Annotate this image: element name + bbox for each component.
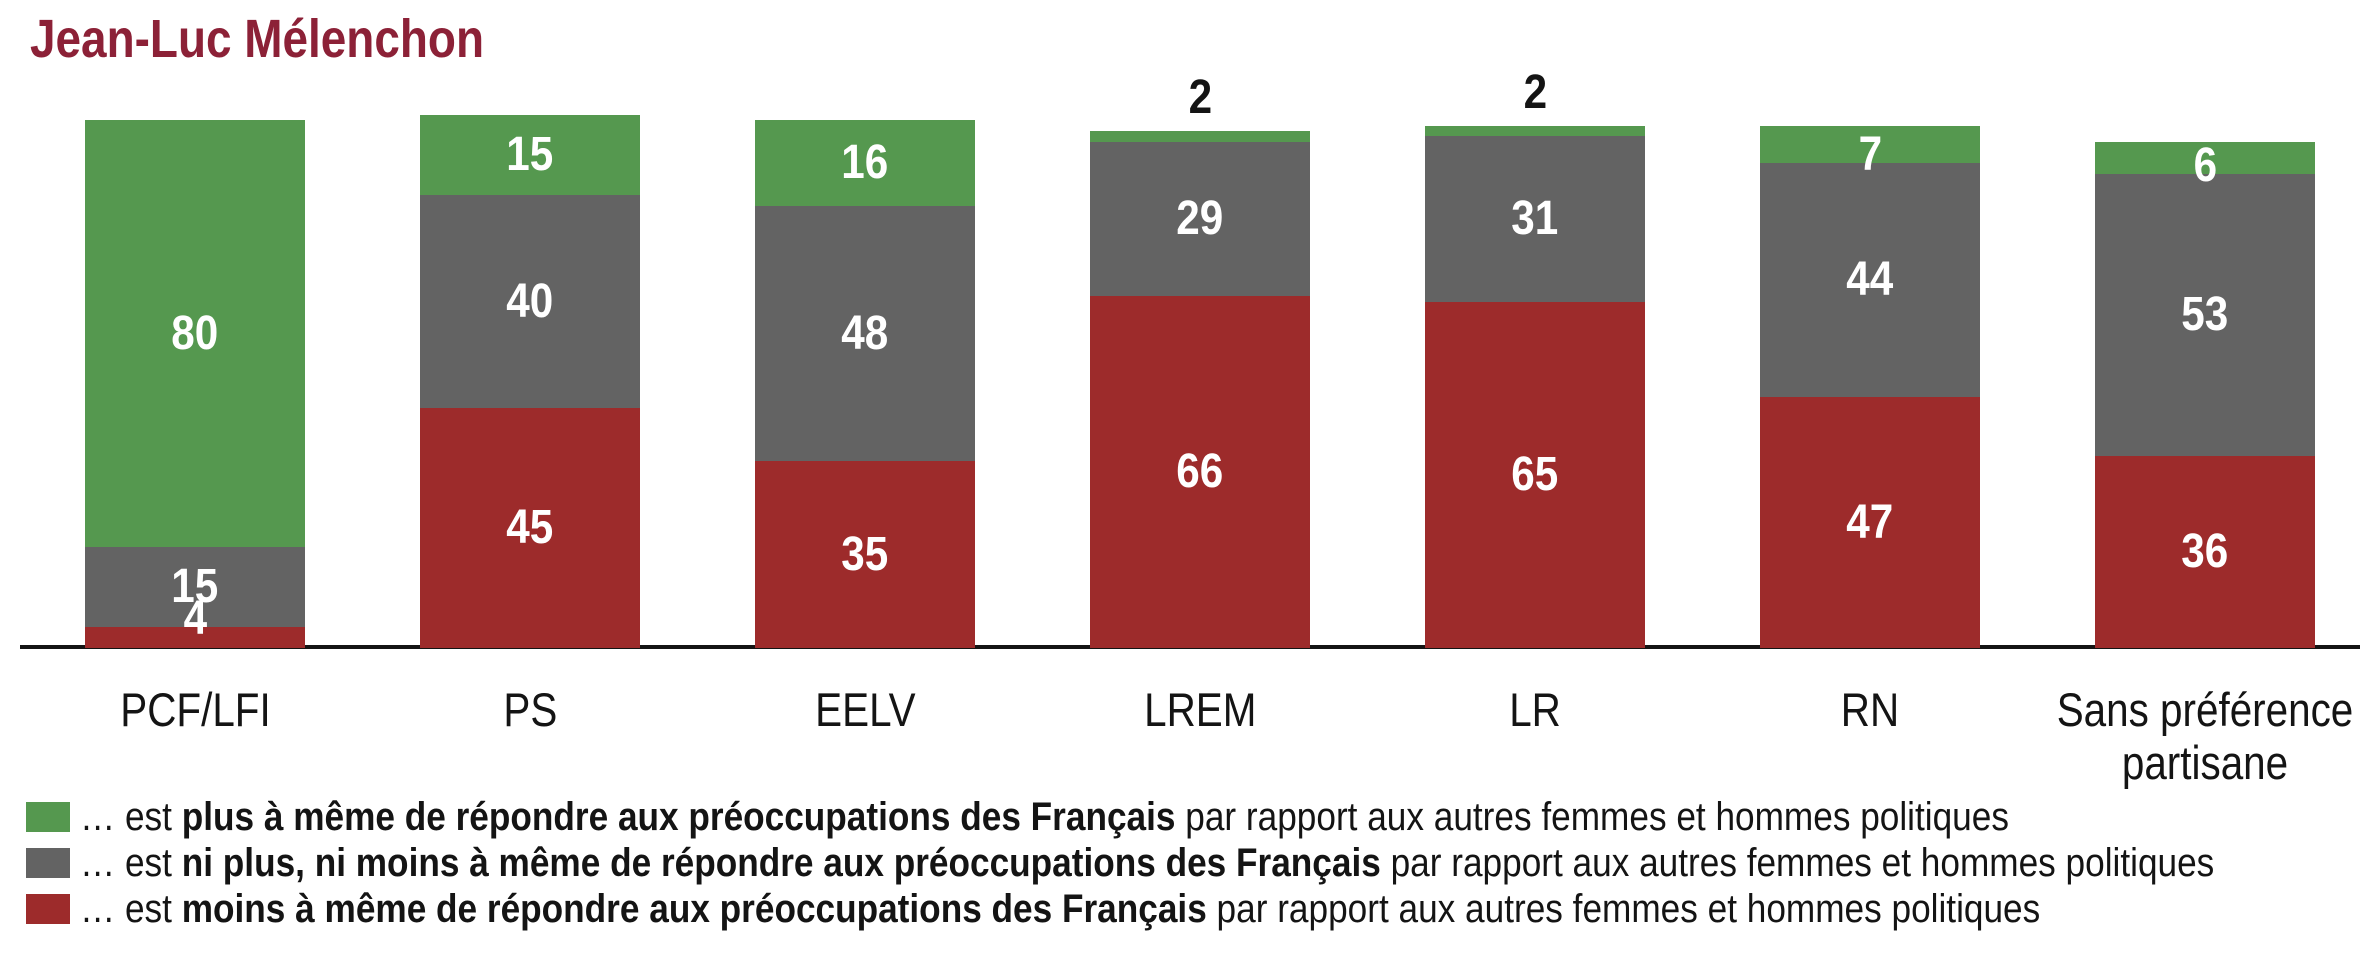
segment-plus-a-meme-eelv: 16 xyxy=(755,120,975,206)
value-label: 44 xyxy=(1846,253,1894,307)
category-label-lrem: LREM xyxy=(1020,683,1380,737)
segment-ni-plus-ni-moins-lr: 31 xyxy=(1425,136,1645,302)
category-label-rn: RN xyxy=(1690,683,2050,737)
category-label-lr: LR xyxy=(1355,683,1715,737)
legend-color-chip-moins-a-meme xyxy=(26,894,70,924)
segment-moins-a-meme-rn: 47 xyxy=(1760,397,1980,648)
segment-moins-a-meme-ps: 45 xyxy=(420,408,640,648)
value-label: 47 xyxy=(1846,495,1894,549)
segment-moins-a-meme-lr: 65 xyxy=(1425,301,1645,648)
value-label: 65 xyxy=(1511,447,1559,501)
segment-moins-a-meme-lrem: 66 xyxy=(1090,296,1310,648)
segment-moins-a-meme-eelv: 35 xyxy=(755,461,975,648)
value-label-text: 2 xyxy=(1188,70,1212,124)
segment-ni-plus-ni-moins-eelv: 48 xyxy=(755,205,975,462)
category-label-text: LR xyxy=(1509,683,1561,736)
segment-ni-plus-ni-moins-sans-pr-f-rence-partisane: 53 xyxy=(2095,173,2315,457)
value-label-text: 2 xyxy=(1523,65,1547,119)
legend-row-ni-plus-ni-moins: … est ni plus, ni moins à même de répond… xyxy=(26,840,2378,886)
category-label-text: EELV xyxy=(814,683,916,736)
value-label: 66 xyxy=(1176,445,1224,499)
value-label: 80 xyxy=(171,306,219,360)
legend-text: … est plus à même de répondre aux préocc… xyxy=(80,795,2009,839)
value-label: 40 xyxy=(506,274,554,328)
value-label: 31 xyxy=(1511,191,1559,245)
legend-color-chip-ni-plus-ni-moins xyxy=(26,848,70,878)
category-label-ps: PS xyxy=(350,683,710,737)
category-label-text: LREM xyxy=(1143,683,1257,736)
segment-plus-a-meme-lrem xyxy=(1090,130,1310,142)
value-label: 2 xyxy=(1090,73,1310,123)
chart-title: Jean-Luc Mélenchon xyxy=(30,9,484,69)
category-label-text: PS xyxy=(503,683,557,736)
value-label: 35 xyxy=(841,527,889,581)
segment-ni-plus-ni-moins-ps: 40 xyxy=(420,194,640,409)
segment-moins-a-meme-sans-pr-f-rence-partisane: 36 xyxy=(2095,456,2315,648)
category-label-pcf-lfi: PCF/LFI xyxy=(15,683,375,737)
segment-ni-plus-ni-moins-pcf-lfi: 15 xyxy=(85,546,305,627)
category-label-sans-pr-f-rence-partisane: Sans préférence partisane xyxy=(2025,683,2378,789)
category-label-text: RN xyxy=(1840,683,1900,736)
value-label: 15 xyxy=(506,127,554,181)
category-label-eelv: EELV xyxy=(685,683,1045,737)
segment-moins-a-meme-pcf-lfi xyxy=(85,626,305,648)
legend-text: … est ni plus, ni moins à même de répond… xyxy=(80,841,2215,885)
value-label: 29 xyxy=(1176,191,1224,245)
segment-ni-plus-ni-moins-rn: 44 xyxy=(1760,162,1980,398)
segment-plus-a-meme-lr xyxy=(1425,125,1645,137)
value-label: 45 xyxy=(506,501,554,555)
value-label: 53 xyxy=(2181,287,2229,341)
category-label-text: Sans préférence partisane xyxy=(2056,683,2354,789)
segment-ni-plus-ni-moins-lrem: 29 xyxy=(1090,141,1310,297)
legend: … est plus à même de répondre aux préocc… xyxy=(26,794,2378,932)
legend-row-moins-a-meme: … est moins à même de répondre aux préoc… xyxy=(26,886,2378,932)
legend-color-chip-plus-a-meme xyxy=(26,802,70,832)
value-label: 16 xyxy=(841,135,889,189)
category-label-text: PCF/LFI xyxy=(119,683,271,736)
value-label: 2 xyxy=(1425,68,1645,118)
segment-plus-a-meme-pcf-lfi: 80 xyxy=(85,120,305,547)
value-label: 36 xyxy=(2181,525,2229,579)
value-label: 15 xyxy=(171,559,219,613)
segment-plus-a-meme-ps: 15 xyxy=(420,115,640,195)
legend-row-plus-a-meme: … est plus à même de répondre aux préocc… xyxy=(26,794,2378,840)
value-label: 48 xyxy=(841,306,889,360)
segment-plus-a-meme-sans-pr-f-rence-partisane xyxy=(2095,141,2315,174)
legend-text: … est moins à même de répondre aux préoc… xyxy=(80,887,2041,931)
segment-plus-a-meme-rn xyxy=(1760,125,1980,163)
